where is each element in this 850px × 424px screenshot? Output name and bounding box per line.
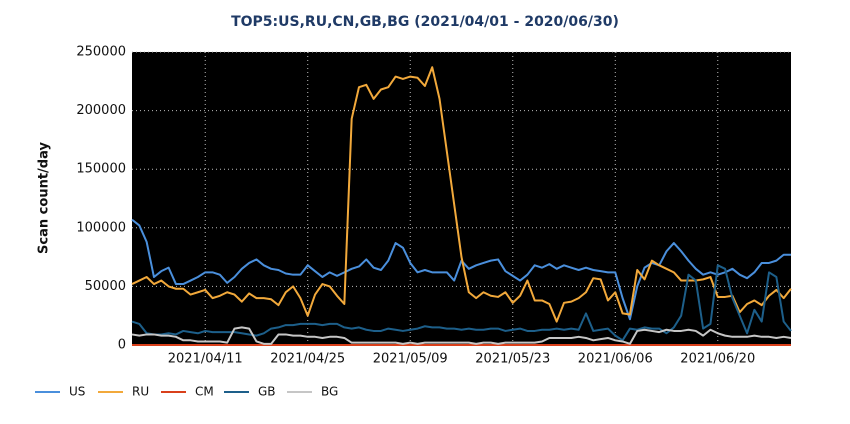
y-tick-label: 0 — [118, 338, 126, 353]
y-axis-label: Scan count/day — [37, 142, 52, 254]
x-tick-label: 2021/04/25 — [270, 352, 345, 367]
x-tick-label: 2021/06/06 — [578, 352, 653, 367]
x-tick-label: 2021/06/20 — [680, 352, 755, 367]
legend-label: CM — [195, 385, 214, 399]
series-line — [131, 66, 792, 323]
x-tick-label: 2021/04/11 — [168, 352, 243, 367]
y-tick-label: 50000 — [85, 279, 126, 294]
chart-title: TOP5:US,RU,CN,GB,BG (2021/04/01 - 2020/0… — [231, 14, 619, 30]
series-line — [131, 326, 792, 345]
y-tick-label: 200000 — [76, 103, 126, 118]
series-line — [131, 264, 792, 342]
legend-label: BG — [321, 385, 338, 399]
y-tick-label: 250000 — [76, 45, 126, 60]
legend-label: US — [69, 385, 85, 399]
x-tick-label: 2021/05/09 — [373, 352, 448, 367]
x-tick-label: 2021/05/23 — [475, 352, 550, 367]
y-tick-label: 150000 — [76, 162, 126, 177]
y-tick-label: 100000 — [76, 220, 126, 235]
plot-area — [132, 52, 791, 345]
legend-label: GB — [258, 385, 276, 399]
legend-label: RU — [132, 385, 149, 399]
